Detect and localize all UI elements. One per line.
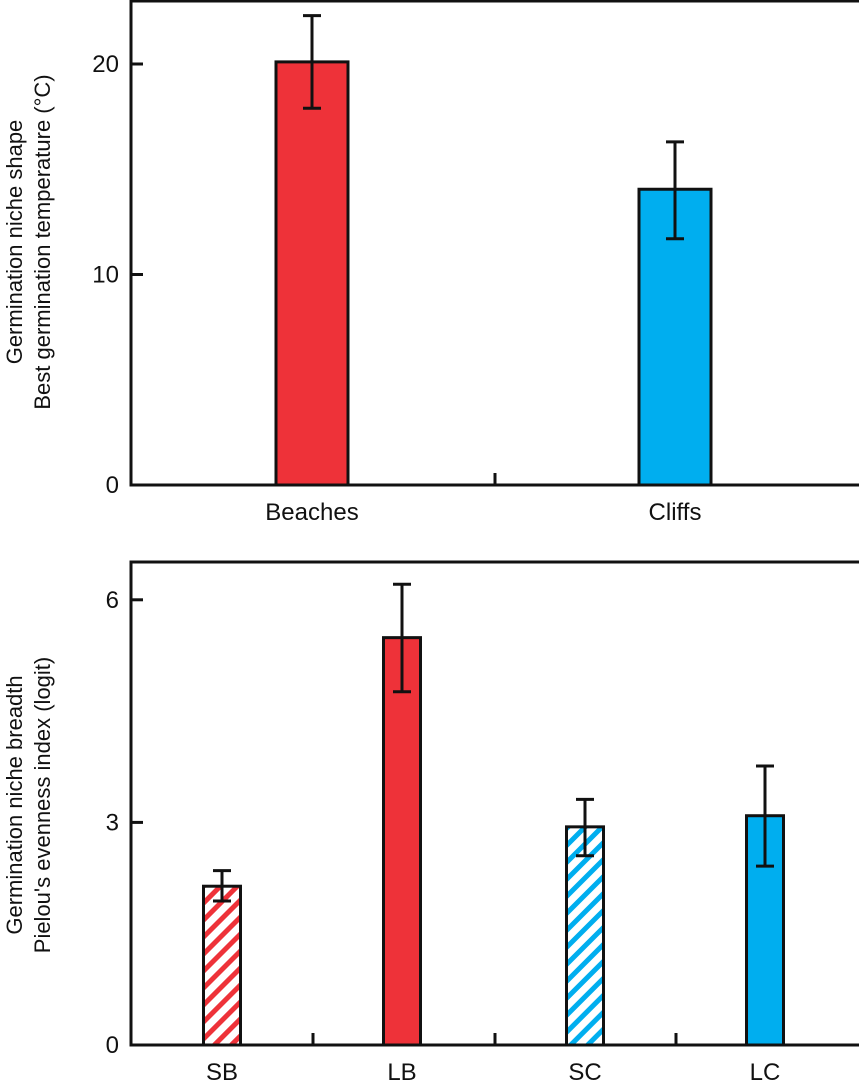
y-tick-label: 10 [92,262,119,289]
y-tick-label: 3 [106,809,119,836]
bar-Beaches [274,60,350,487]
x-tick-label: Cliffs [649,499,702,526]
y-tick-label: 0 [106,1032,119,1059]
x-tick-label: LC [750,1059,781,1080]
panel-evenness: Germination niche breadth Pielou's evenn… [2,560,859,1085]
bar-SB [202,884,242,1047]
error-bar-LB [393,582,411,694]
x-tick-label: SC [568,1059,601,1080]
error-bar-Beaches [303,14,321,110]
bar-SC [565,825,605,1047]
y-axis-label-line2: Best germination temperature (°C) [30,74,55,409]
x-tick-label: SB [206,1059,238,1080]
bar-LB [382,636,422,1047]
y-axis-label-line1: Germination niche breadth [2,675,27,934]
y-tick-label: 0 [106,472,119,499]
y-tick-label: 20 [92,51,119,78]
panel-best-temperature: Germination niche shape Best germination… [2,0,859,526]
y-tick-label: 6 [106,587,119,614]
y-axis-label-line1: Germination niche shape [2,120,27,365]
error-bar-LC [756,764,774,868]
error-bar-SB [213,869,231,903]
error-bar-SC [576,797,594,858]
plot-frame [129,0,859,487]
y-axis-label-line2: Pielou's evenness index (logit) [30,657,55,953]
x-tick-label: LB [387,1059,416,1080]
x-tick-label: Beaches [265,499,358,526]
error-bar-Cliffs [666,140,684,241]
